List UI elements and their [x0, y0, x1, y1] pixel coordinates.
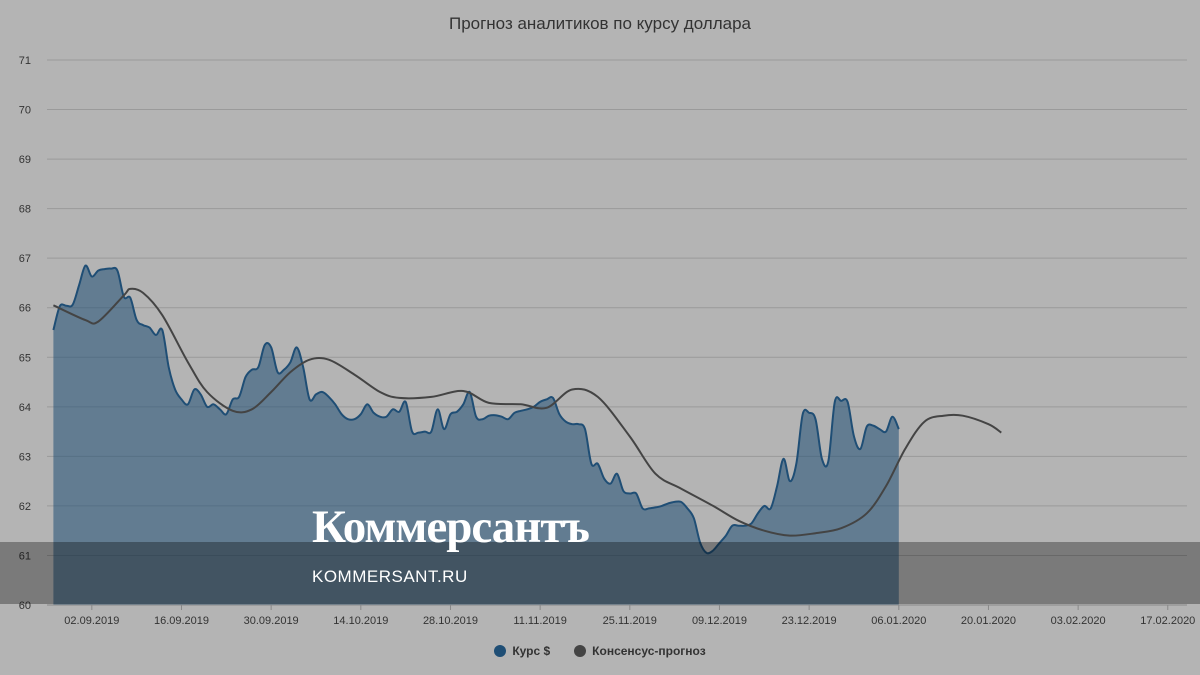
watermark-url: KOMMERSANT.RU: [312, 567, 468, 586]
series-area-rate: [53, 265, 899, 605]
y-tick-label: 62: [19, 501, 31, 513]
x-tick-label: 03.02.2020: [1051, 615, 1106, 627]
legend-label-rate: Курс $: [512, 644, 551, 658]
y-tick-label: 63: [19, 451, 31, 463]
y-tick-label: 70: [19, 105, 31, 117]
legend-marker-consensus: [574, 645, 587, 657]
y-tick-label: 67: [19, 253, 31, 265]
x-tick-label: 25.11.2019: [603, 615, 657, 627]
series-line-consensus: [52, 287, 1002, 537]
legend-label-consensus: Консенсус-прогноз: [592, 644, 706, 658]
x-tick-label: 20.01.2020: [961, 615, 1016, 627]
y-tick-label: 68: [19, 204, 31, 216]
y-tick-label: 71: [19, 55, 31, 67]
x-tick-label: 06.01.2020: [871, 615, 926, 627]
x-tick-label: 23.12.2019: [782, 615, 837, 627]
y-tick-label: 60: [19, 600, 31, 612]
x-tick-label: 28.10.2019: [423, 615, 478, 627]
legend-item-rate[interactable]: Курс $: [494, 644, 550, 658]
chart-title: Прогноз аналитиков по курсу доллара: [448, 14, 752, 33]
legend-marker-rate: [494, 645, 507, 657]
series-line-rate: [52, 264, 900, 555]
chart-legend: Курс $ Консенсус-прогноз: [0, 644, 1200, 658]
watermark-logo: Коммерсантъ: [312, 501, 590, 553]
x-tick-label: 30.09.2019: [244, 615, 299, 627]
x-tick-label: 16.09.2019: [154, 615, 209, 627]
legend-item-consensus[interactable]: Консенсус-прогноз: [574, 644, 706, 658]
y-tick-label: 66: [19, 303, 31, 315]
x-tick-label: 09.12.2019: [692, 615, 747, 627]
x-tick-label: 02.09.2019: [64, 615, 119, 627]
y-tick-label: 65: [19, 352, 31, 364]
y-tick-label: 61: [19, 550, 31, 562]
y-tick-label: 69: [19, 154, 31, 166]
x-tick-label: 14.10.2019: [333, 615, 388, 627]
y-tick-label: 64: [19, 402, 31, 414]
x-tick-label: 17.02.2020: [1140, 615, 1195, 627]
watermark-band: [0, 542, 1200, 604]
x-tick-label: 11.11.2019: [513, 615, 566, 627]
